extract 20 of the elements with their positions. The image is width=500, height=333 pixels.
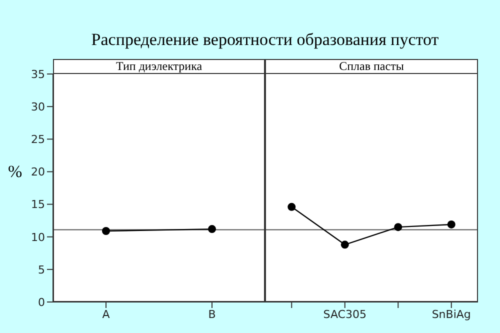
y-tick-label: 10 [31,230,45,244]
y-axis-title: % [8,162,22,182]
x-tick-label: SnBiAg [432,308,471,321]
chart-title: Распределение вероятности образования пустот [90,30,440,50]
y-tick-label: 35 [31,68,45,81]
x-tick-label: B [208,308,216,321]
chart-subtitle: Сплав пасты [265,59,478,74]
y-tick-label: 25 [31,133,45,146]
point [340,240,349,249]
y-tick-label: 15 [31,198,45,212]
point [447,220,456,228]
point [288,202,296,211]
point [394,223,402,232]
x-tick-label: SAC305 [323,308,366,321]
y-tick-label: 20 [31,166,45,179]
y-tick-label: 5 [38,263,45,276]
y-tick-label: 30 [31,100,45,114]
chart-subtitle: Тип диэлектрика [53,59,265,74]
x-tick-label: A [102,308,110,321]
y-tick-label: 0 [38,296,45,309]
